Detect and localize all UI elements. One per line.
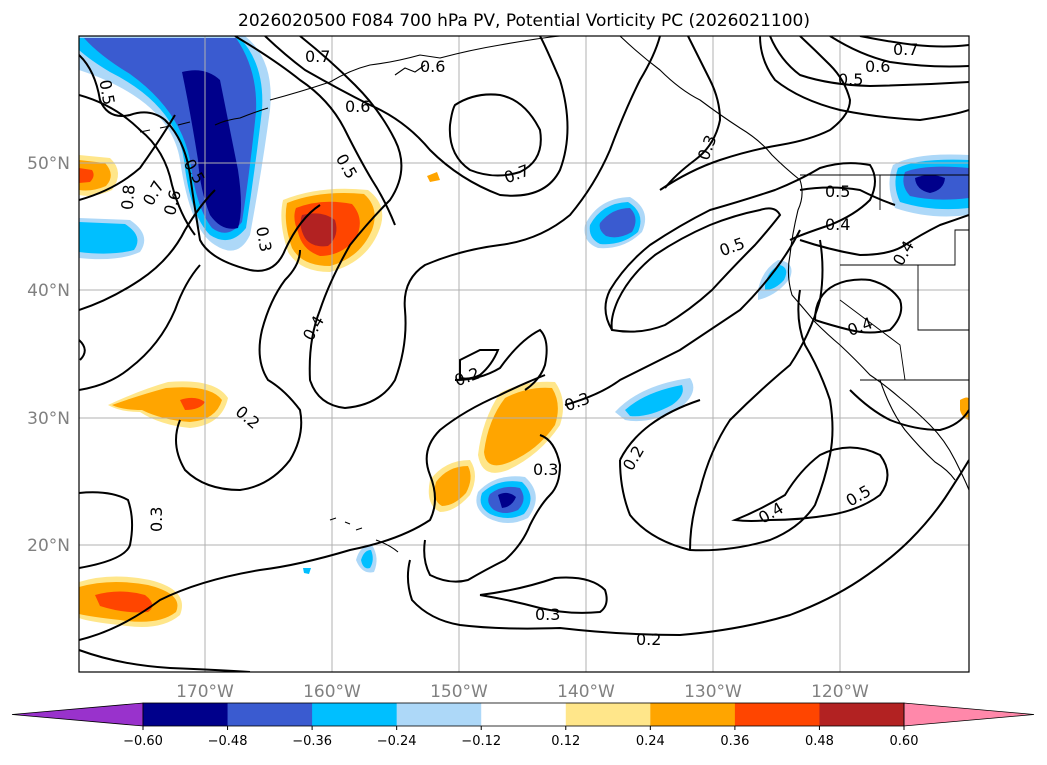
- lat-label: 20°N: [27, 536, 70, 556]
- longitude-labels: 170°W 160°W 150°W 140°W 130°W 120°W: [176, 682, 869, 702]
- colorbar-tick-label: 0.24: [636, 734, 665, 749]
- colorbar-tick-label: −0.36: [292, 734, 332, 749]
- colorbar-tick-label: −0.12: [461, 734, 501, 749]
- colorbar: −0.60 −0.48 −0.36 −0.24 −0.12 0.12 0.24 0.36 0.4…: [11, 702, 1035, 749]
- pv-contours: [79, 36, 969, 672]
- contour-label: 0.6: [345, 97, 370, 116]
- contour-label: 0.3: [533, 460, 558, 479]
- contour-label: 0.2: [636, 630, 661, 649]
- contour-label: 0.3: [535, 605, 560, 624]
- graticule: [79, 36, 969, 672]
- colorbar-tick-label: −0.60: [123, 734, 163, 749]
- pv-shading: [79, 36, 969, 628]
- colorbar-extend-low: [11, 702, 144, 727]
- lon-label: 130°W: [684, 682, 742, 702]
- lon-label: 170°W: [176, 682, 234, 702]
- colorbar-tick-label: 0.12: [551, 734, 580, 749]
- colorbar-swatch: [819, 703, 905, 726]
- colorbar-swatch: [312, 703, 398, 726]
- lat-label: 50°N: [27, 154, 70, 174]
- contour-label: 0.4: [825, 215, 850, 234]
- map-title: 2026020500 F084 700 hPa PV, Potential Vo…: [238, 11, 810, 31]
- lat-label: 40°N: [27, 281, 70, 301]
- map-frame: [78, 35, 970, 673]
- contour-label: 0.3: [252, 225, 275, 253]
- contour-label: 0.7: [305, 47, 330, 66]
- lon-label: 120°W: [811, 682, 869, 702]
- colorbar-swatch: [734, 703, 820, 726]
- colorbar-tick-label: −0.48: [208, 734, 248, 749]
- colorbar-tick-label: 0.48: [805, 734, 834, 749]
- colorbar-swatch: [396, 703, 482, 726]
- contour-label: 0.5: [825, 182, 850, 201]
- contour-label: 0.7: [893, 40, 918, 59]
- colorbar-tick-label: 0.60: [890, 734, 919, 749]
- colorbar-swatch: [650, 703, 736, 726]
- latitude-labels: 50°N 40°N 30°N 20°N: [27, 154, 70, 556]
- lat-label: 30°N: [27, 409, 70, 429]
- contour-label: 0.6: [865, 57, 890, 76]
- colorbar-swatch: [143, 703, 229, 726]
- lon-label: 160°W: [303, 682, 361, 702]
- contour-label: 0.5: [838, 70, 863, 89]
- colorbar-frame: [142, 702, 905, 727]
- colorbar-tick-label: 0.36: [720, 734, 749, 749]
- contour-label: 0.5: [95, 78, 118, 106]
- colorbar-swatch: [227, 703, 313, 726]
- contour-label: 0.8: [118, 184, 139, 211]
- lon-label: 140°W: [557, 682, 615, 702]
- colorbar-extend-high: [903, 702, 1035, 727]
- colorbar-swatch: [481, 703, 567, 726]
- contour-label: 0.3: [147, 507, 166, 532]
- colorbar-swatch: [565, 703, 651, 726]
- contour-label: 0.6: [420, 57, 445, 76]
- lon-label: 150°W: [430, 682, 488, 702]
- map-panel: 0.7 0.6 0.5 0.5 0.6 0.5 0.7 0.8 0.6 0.3 …: [78, 35, 970, 673]
- colorbar-tick-label: −0.24: [377, 734, 417, 749]
